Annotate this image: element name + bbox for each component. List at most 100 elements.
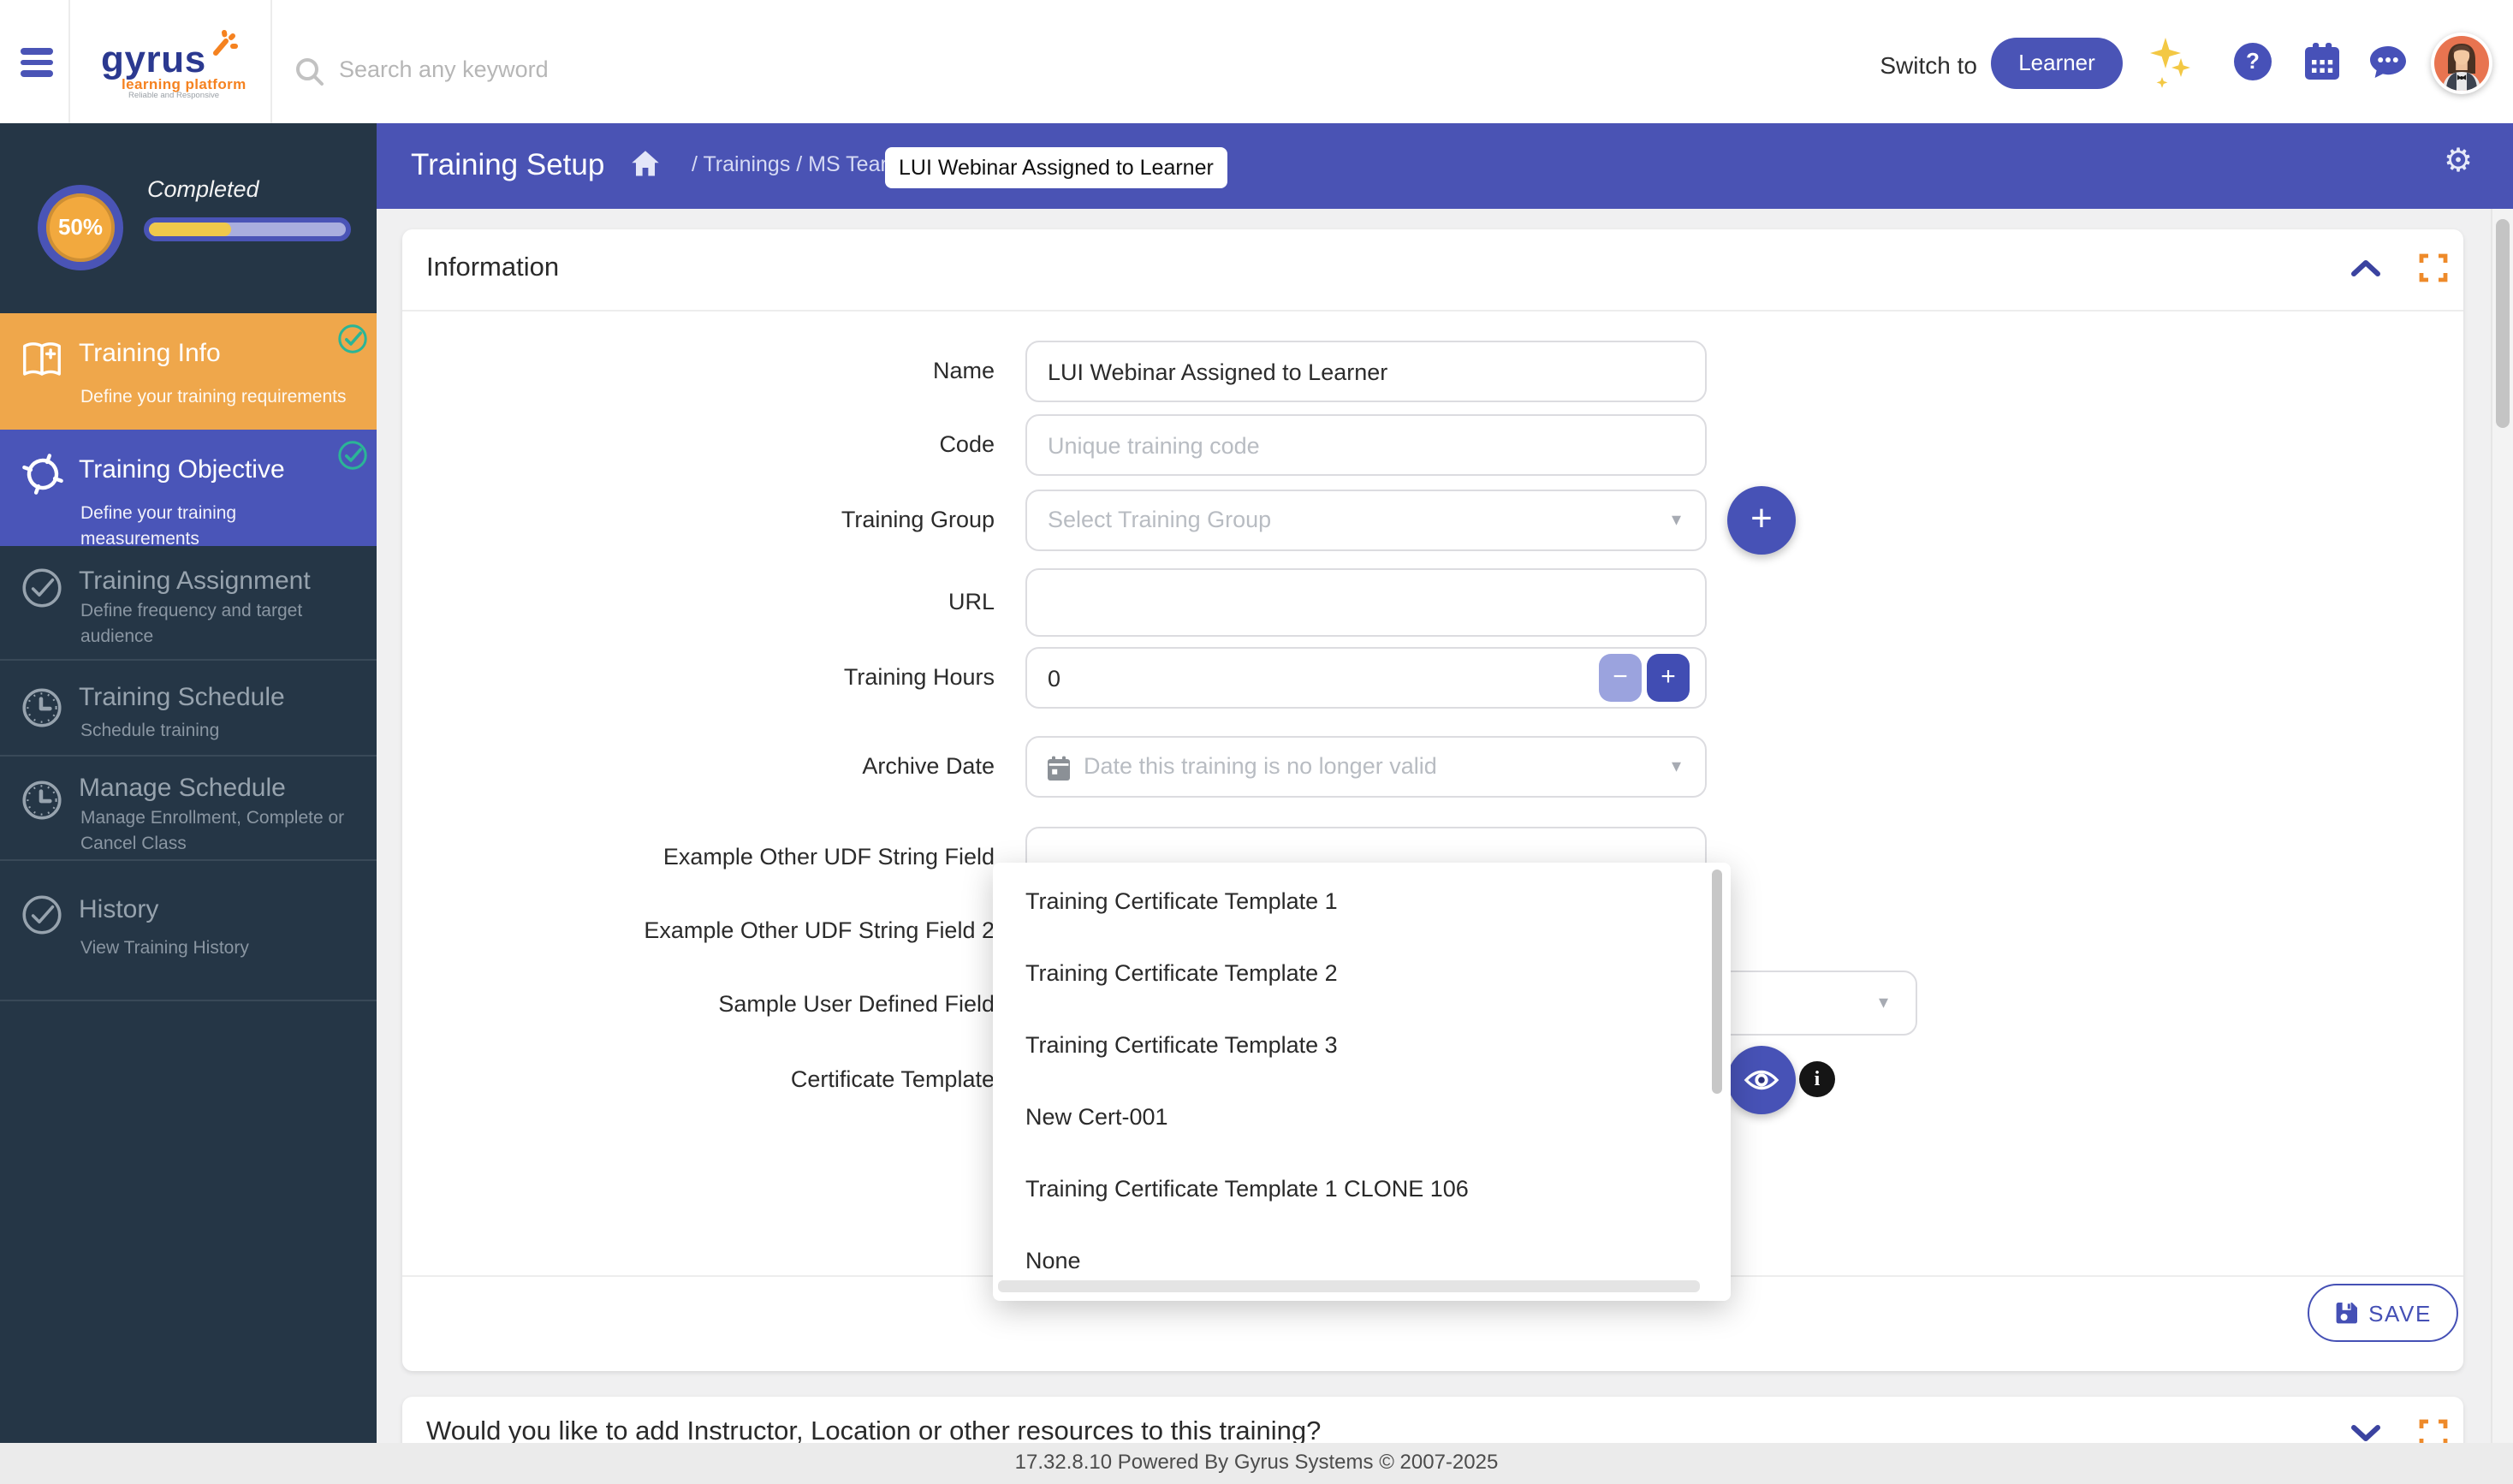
field-label-code: Code — [939, 431, 995, 457]
add-training-group-button[interactable]: + — [1727, 486, 1796, 555]
preview-certificate-button[interactable] — [1727, 1046, 1796, 1114]
check-badge-icon — [338, 324, 367, 353]
global-search — [294, 51, 979, 96]
home-icon[interactable] — [630, 149, 661, 180]
eye-icon — [1744, 1070, 1779, 1090]
field-label-training-hours: Training Hours — [843, 664, 995, 690]
gear-icon[interactable]: ⚙ — [2443, 144, 2474, 180]
expand-chevron-down-icon[interactable] — [2350, 1424, 2381, 1443]
clock-icon — [22, 781, 62, 820]
field-label-udf2: Example Other UDF String Field 2 — [644, 917, 995, 943]
check-circle-icon — [22, 895, 62, 935]
panel-title: Information — [426, 253, 560, 282]
dropdown-option[interactable]: None — [1025, 1248, 1081, 1273]
logo-subtitle: learning platform — [122, 75, 247, 92]
logo-tagline: Reliable and Responsive — [128, 92, 220, 101]
certificate-template-dropdown: Training Certificate Template 1 Training… — [993, 863, 1731, 1301]
sidebar-item-description: Schedule training — [80, 721, 220, 741]
breadcrumb-current-chip: LUI Webinar Assigned to Learner — [885, 147, 1227, 188]
logo-spark-icon — [213, 30, 238, 56]
caret-down-icon: ▾ — [1671, 510, 1681, 531]
sidebar-item-description: View Training History — [80, 938, 249, 959]
app-logo[interactable]: gyrus learning platform Reliable and Res… — [68, 0, 272, 123]
decrease-hours-button[interactable]: − — [1599, 654, 1642, 702]
training-group-select[interactable]: Select Training Group ▾ — [1025, 490, 1707, 551]
avatar[interactable] — [2431, 33, 2492, 94]
save-floppy-icon — [2335, 1303, 2357, 1324]
caret-down-icon: ▾ — [1878, 993, 1888, 1013]
sidebar-item-description: Define frequency and target audience — [80, 601, 303, 646]
page-scrollbar — [2491, 209, 2513, 1443]
url-input[interactable] — [1025, 568, 1707, 637]
progress-bar — [144, 217, 351, 241]
save-button[interactable]: SAVE — [2308, 1284, 2458, 1342]
sidebar-item-training-schedule[interactable]: Training Schedule Schedule training — [0, 661, 377, 757]
sidebar-item-description: Define your training measurements — [80, 503, 237, 549]
fullscreen-icon[interactable] — [2419, 253, 2448, 282]
progress-bar-fill — [149, 223, 232, 236]
sparkles-icon[interactable] — [2148, 36, 2200, 91]
help-icon[interactable]: ? — [2234, 43, 2272, 80]
chat-icon[interactable] — [2367, 45, 2409, 82]
dropdown-option[interactable]: Training Certificate Template 3 — [1025, 1032, 1338, 1058]
breadcrumb[interactable]: / Trainings / MS Teams — [692, 152, 909, 176]
target-icon — [22, 454, 63, 495]
sidebar: 50% Completed Training Info Define your … — [0, 123, 377, 1443]
sidebar-item-manage-schedule[interactable]: Manage Schedule Manage Enrollment, Compl… — [0, 757, 377, 861]
check-badge-icon — [338, 441, 367, 470]
sidebar-item-label: History — [79, 895, 159, 924]
sidebar-item-description: Define your training requirements — [80, 387, 347, 407]
name-input[interactable] — [1025, 341, 1707, 402]
info-icon[interactable]: i — [1799, 1061, 1835, 1097]
menu-icon[interactable] — [21, 48, 53, 77]
field-label-name: Name — [932, 358, 995, 383]
training-group-placeholder: Select Training Group — [1048, 507, 1272, 532]
dropdown-horizontal-scrollbar[interactable] — [998, 1280, 1700, 1292]
collapse-chevron-up-icon[interactable] — [2350, 258, 2381, 277]
sidebar-item-history[interactable]: History View Training History — [0, 861, 377, 1001]
sidebar-item-training-assignment[interactable]: Training Assignment Define frequency and… — [0, 546, 377, 661]
sidebar-item-label: Training Info — [79, 339, 221, 368]
field-label-udf1: Example Other UDF String Field — [662, 844, 995, 870]
progress-percent-badge: 50% — [38, 185, 123, 270]
field-label-training-group: Training Group — [841, 507, 995, 532]
search-input[interactable] — [339, 56, 921, 82]
switch-to-label: Switch to — [1880, 51, 1977, 79]
resources-panel-title: Would you like to add Instructor, Locati… — [426, 1417, 1322, 1446]
sidebar-item-label: Training Objective — [79, 455, 285, 484]
footer: 17.32.8.10 Powered By Gyrus Systems © 20… — [0, 1443, 2513, 1484]
increase-hours-button[interactable]: + — [1647, 654, 1690, 702]
training-hours-input[interactable] — [1025, 647, 1707, 709]
caret-down-icon: ▾ — [1671, 757, 1681, 777]
progress-title: Completed — [147, 176, 259, 202]
dropdown-option[interactable]: Training Certificate Template 2 — [1025, 960, 1338, 986]
footer-text: 17.32.8.10 Powered By Gyrus Systems © 20… — [1014, 1450, 1499, 1474]
calendar-small-icon — [1048, 756, 1070, 781]
field-label-archive-date: Archive Date — [862, 753, 995, 779]
field-label-certificate-template: Certificate Template — [790, 1066, 995, 1092]
sidebar-item-training-objective[interactable]: Training Objective Define your training … — [0, 430, 377, 549]
logo-brand-text: gyrus — [101, 38, 206, 80]
page-scrollbar-thumb[interactable] — [2496, 219, 2510, 428]
check-circle-icon — [22, 568, 62, 608]
search-icon — [296, 58, 324, 86]
dropdown-vertical-scrollbar[interactable] — [1712, 870, 1722, 1094]
page-header-band: Training Setup / Trainings / MS Teams LU… — [377, 123, 2513, 209]
archive-date-placeholder: Date this training is no longer valid — [1084, 753, 1437, 779]
book-plus-icon — [23, 342, 61, 376]
code-input[interactable] — [1025, 414, 1707, 476]
archive-date-select[interactable]: Date this training is no longer valid ▾ — [1025, 736, 1707, 798]
field-label-sample-udf: Sample User Defined Field — [718, 991, 995, 1017]
sidebar-item-description: Manage Enrollment, Complete or Cancel Cl… — [80, 808, 345, 853]
sidebar-item-label: Training Assignment — [79, 567, 311, 596]
top-header: gyrus learning platform Reliable and Res… — [0, 0, 2513, 123]
sidebar-item-training-info[interactable]: Training Info Define your training requi… — [0, 313, 377, 430]
dropdown-option[interactable]: Training Certificate Template 1 CLONE 10… — [1025, 1176, 1469, 1202]
sidebar-item-label: Training Schedule — [79, 683, 285, 712]
dropdown-option[interactable]: Training Certificate Template 1 — [1025, 888, 1338, 914]
dropdown-option[interactable]: New Cert-001 — [1025, 1104, 1168, 1130]
switch-to-learner-button[interactable]: Learner — [1991, 38, 2123, 89]
save-button-label: SAVE — [2368, 1300, 2432, 1326]
calendar-icon[interactable] — [2302, 41, 2342, 82]
